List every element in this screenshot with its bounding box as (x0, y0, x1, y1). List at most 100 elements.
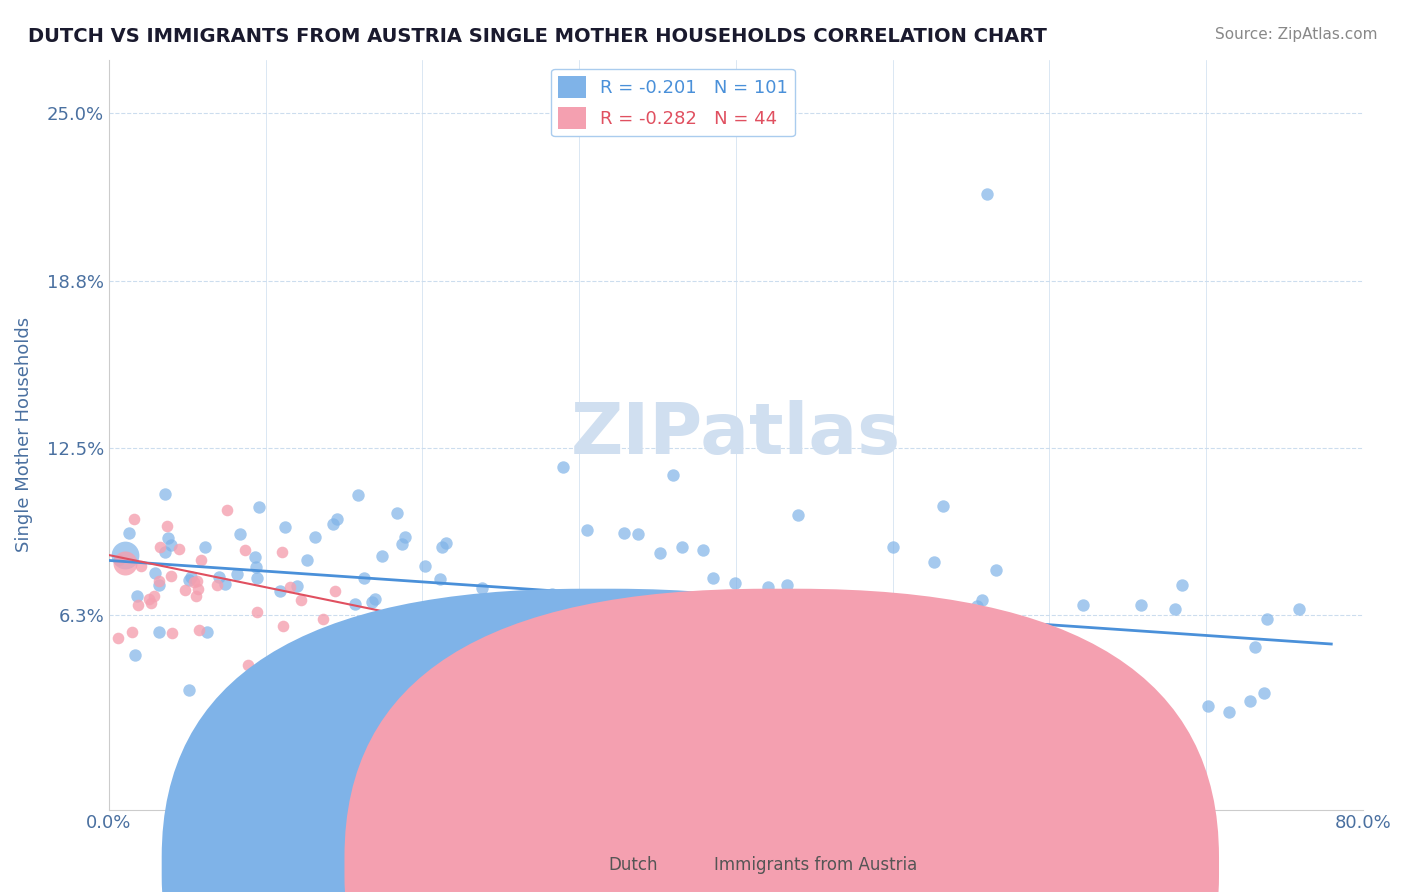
Point (636, 647, 658, 661)
Point (177, 683, 200, 698)
Point (671, 540, 693, 554)
Point (488, 595, 510, 609)
Point (107, 632, 129, 646)
Point (924, 555, 946, 569)
Point (138, 592, 160, 607)
Point (270, 545, 292, 559)
Point (129, 558, 152, 573)
Point (363, 592, 385, 607)
Point (692, 542, 714, 557)
Point (148, 624, 170, 639)
Point (323, 584, 346, 599)
Point (434, 535, 457, 549)
Point (187, 582, 209, 596)
Point (534, 741, 557, 756)
Point (630, 675, 652, 690)
Point (153, 544, 176, 558)
Point (148, 574, 170, 589)
Point (274, 520, 297, 534)
Point (214, 577, 236, 591)
Point (1244, 640, 1267, 654)
Point (387, 506, 409, 520)
Point (786, 678, 808, 692)
Point (882, 540, 904, 554)
Point (143, 566, 166, 581)
Point (702, 571, 724, 585)
Point (627, 526, 650, 541)
Point (520, 627, 543, 641)
Point (960, 632, 983, 646)
Point (648, 546, 671, 560)
Point (114, 556, 136, 570)
Point (475, 707, 498, 722)
Point (236, 658, 259, 673)
Point (786, 667, 808, 681)
Point (756, 580, 779, 594)
Point (976, 186, 998, 201)
Point (215, 503, 238, 517)
Point (1288, 602, 1310, 616)
Point (391, 536, 413, 550)
Point (205, 578, 228, 592)
Point (285, 578, 308, 592)
Point (278, 580, 301, 594)
Point (752, 623, 775, 637)
Point (413, 559, 436, 574)
Point (233, 543, 256, 558)
Point (149, 540, 172, 554)
Point (121, 624, 143, 639)
Point (1197, 698, 1219, 713)
Point (118, 525, 141, 540)
Point (127, 589, 149, 603)
Point (312, 612, 335, 626)
Point (312, 648, 335, 662)
Point (613, 526, 636, 541)
Point (127, 598, 149, 612)
Point (353, 571, 375, 585)
Point (505, 621, 527, 635)
Point (226, 567, 249, 582)
Point (184, 590, 207, 604)
Point (430, 541, 453, 555)
Point (142, 589, 165, 603)
Point (195, 625, 218, 640)
Point (108, 552, 131, 566)
Point (273, 619, 295, 633)
Point (949, 640, 972, 654)
Point (966, 599, 988, 613)
Point (208, 570, 231, 584)
Point (188, 624, 211, 638)
Point (575, 523, 598, 537)
Point (972, 593, 994, 607)
Point (394, 530, 416, 544)
Point (328, 676, 350, 690)
Point (675, 608, 697, 623)
Text: Source: ZipAtlas.com: Source: ZipAtlas.com (1215, 27, 1378, 42)
Point (177, 573, 200, 587)
Point (637, 634, 659, 648)
Point (180, 570, 202, 584)
Point (246, 605, 269, 619)
Point (406, 657, 429, 671)
Point (496, 639, 519, 653)
Point (512, 739, 534, 753)
Point (932, 499, 955, 513)
Point (471, 581, 494, 595)
Point (662, 467, 685, 482)
Point (361, 671, 384, 685)
Point (360, 595, 382, 609)
Point (371, 549, 394, 563)
Point (160, 538, 183, 552)
Point (343, 598, 366, 612)
Point (475, 707, 498, 722)
Point (429, 572, 451, 586)
Point (621, 591, 644, 605)
Point (949, 638, 972, 652)
Point (247, 500, 270, 514)
Point (190, 553, 212, 567)
Point (167, 542, 190, 557)
Point (186, 574, 208, 588)
Point (768, 596, 790, 610)
Point (347, 488, 370, 502)
Point (245, 560, 267, 574)
